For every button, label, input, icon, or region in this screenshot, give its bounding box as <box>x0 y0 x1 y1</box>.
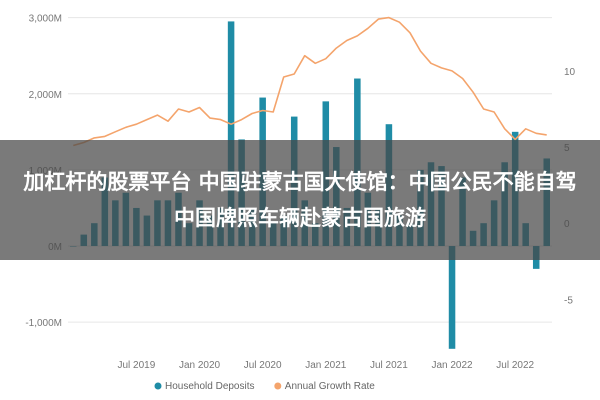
legend-label: Annual Growth Rate <box>285 381 375 392</box>
x-tick-label: Jul 2019 <box>117 360 155 371</box>
x-tick-label: Jul 2021 <box>370 360 408 371</box>
legend-marker <box>154 382 162 390</box>
x-tick-label: Jul 2020 <box>244 360 282 371</box>
y-left-tick-label: 2,000M <box>29 90 62 101</box>
x-tick-label: Jan 2022 <box>431 360 473 371</box>
legend-marker <box>274 382 282 390</box>
x-tick-label: Jan 2021 <box>305 360 347 371</box>
y-left-tick-label: 3,000M <box>29 14 62 25</box>
bar <box>448 246 456 349</box>
x-tick-label: Jan 2020 <box>179 360 221 371</box>
x-tick-label: Jul 2022 <box>496 360 534 371</box>
y-left-tick-label: -1,000M <box>25 318 62 329</box>
y-right-tick-label: 10 <box>564 67 576 78</box>
headline-banner: 加杠杆的股票平台 中国驻蒙古国大使馆：中国公民不能自驾中国牌照车辆赴蒙古国旅游 <box>0 140 600 260</box>
bar <box>227 21 235 247</box>
legend-label: Household Deposits <box>165 381 255 392</box>
growth-rate-line <box>73 16 547 147</box>
headline-text: 加杠杆的股票平台 中国驻蒙古国大使馆：中国公民不能自驾中国牌照车辆赴蒙古国旅游 <box>23 170 577 230</box>
legend: Household Deposits Annual Growth Rate <box>154 381 375 392</box>
y-right-tick-label: -5 <box>564 295 573 306</box>
